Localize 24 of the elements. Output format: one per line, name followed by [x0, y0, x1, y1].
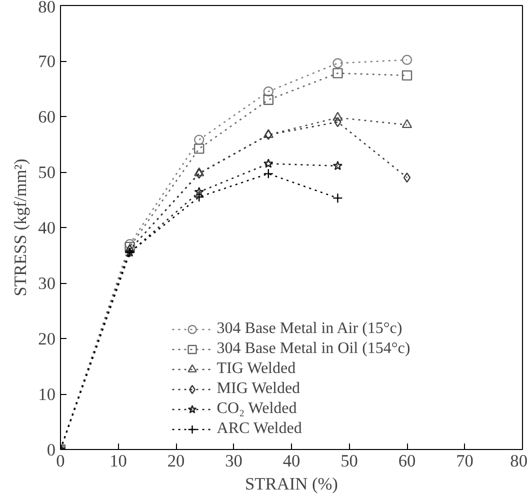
y-tick-label: 20 — [38, 330, 56, 348]
y-tick-label: 40 — [38, 218, 56, 238]
x-axis-title: STRAIN (%) — [245, 474, 338, 494]
legend-label: ARC Welded — [216, 420, 302, 438]
legend-label: TIG Welded — [216, 360, 296, 378]
x-tick-label: 20 — [167, 452, 185, 470]
x-tick-label: 70 — [456, 452, 474, 470]
legend-label: 304 Base Metal in Oil (154°c) — [216, 340, 410, 358]
y-tick-label: 10 — [38, 385, 56, 404]
x-tick-label: 30 — [225, 452, 242, 470]
y-axis-title: STRESS (kgf/mm²) — [11, 158, 30, 296]
legend-label: 304 Base Metal in Air (15°c) — [216, 320, 402, 338]
y-tick-label: 60 — [38, 108, 56, 126]
y-tick-label: 50 — [38, 163, 56, 182]
x-tick-label: 80 — [510, 452, 527, 470]
y-tick-label: 80 — [38, 0, 56, 16]
y-tick-label: 30 — [38, 274, 56, 293]
legend-label: CO₂ Welded — [216, 400, 297, 418]
x-tick-label: 40 — [282, 452, 300, 470]
legend-label: MIG Welded — [216, 380, 300, 398]
y-tick-label: 70 — [38, 52, 56, 71]
x-tick-label: 50 — [340, 452, 358, 470]
x-tick-label: 10 — [110, 452, 127, 470]
x-tick-label: 60 — [398, 452, 416, 470]
